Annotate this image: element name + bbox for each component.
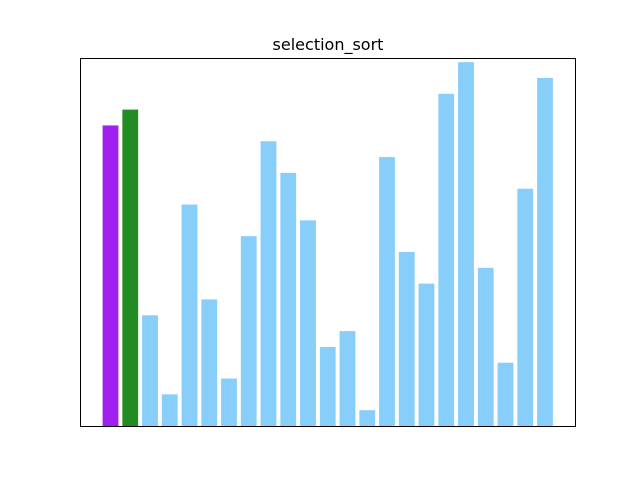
bars-group <box>102 62 553 427</box>
bar-7 <box>221 378 237 426</box>
bar-14 <box>359 410 376 426</box>
bar-23 <box>537 77 553 426</box>
bar-5 <box>181 204 198 426</box>
bar-17 <box>418 283 435 426</box>
bar-20 <box>477 267 494 426</box>
bar-9 <box>260 141 277 426</box>
bar-18 <box>438 93 455 427</box>
bar-21 <box>497 362 514 426</box>
bar-22 <box>517 188 534 426</box>
bar-16 <box>398 251 415 426</box>
bar-4 <box>161 394 178 426</box>
bar-15 <box>379 157 395 426</box>
bar-3 <box>142 315 158 426</box>
bar-8 <box>240 236 257 426</box>
bar-19 <box>458 62 474 426</box>
plot-frame <box>80 58 576 427</box>
bar-6 <box>201 299 218 426</box>
bar-2 <box>122 109 139 427</box>
bar-10 <box>280 172 297 426</box>
bar-1 <box>102 125 119 426</box>
chart-title: selection_sort <box>273 35 384 55</box>
bar-12 <box>319 346 336 426</box>
bar-13 <box>339 331 356 426</box>
bar-11 <box>300 220 316 426</box>
